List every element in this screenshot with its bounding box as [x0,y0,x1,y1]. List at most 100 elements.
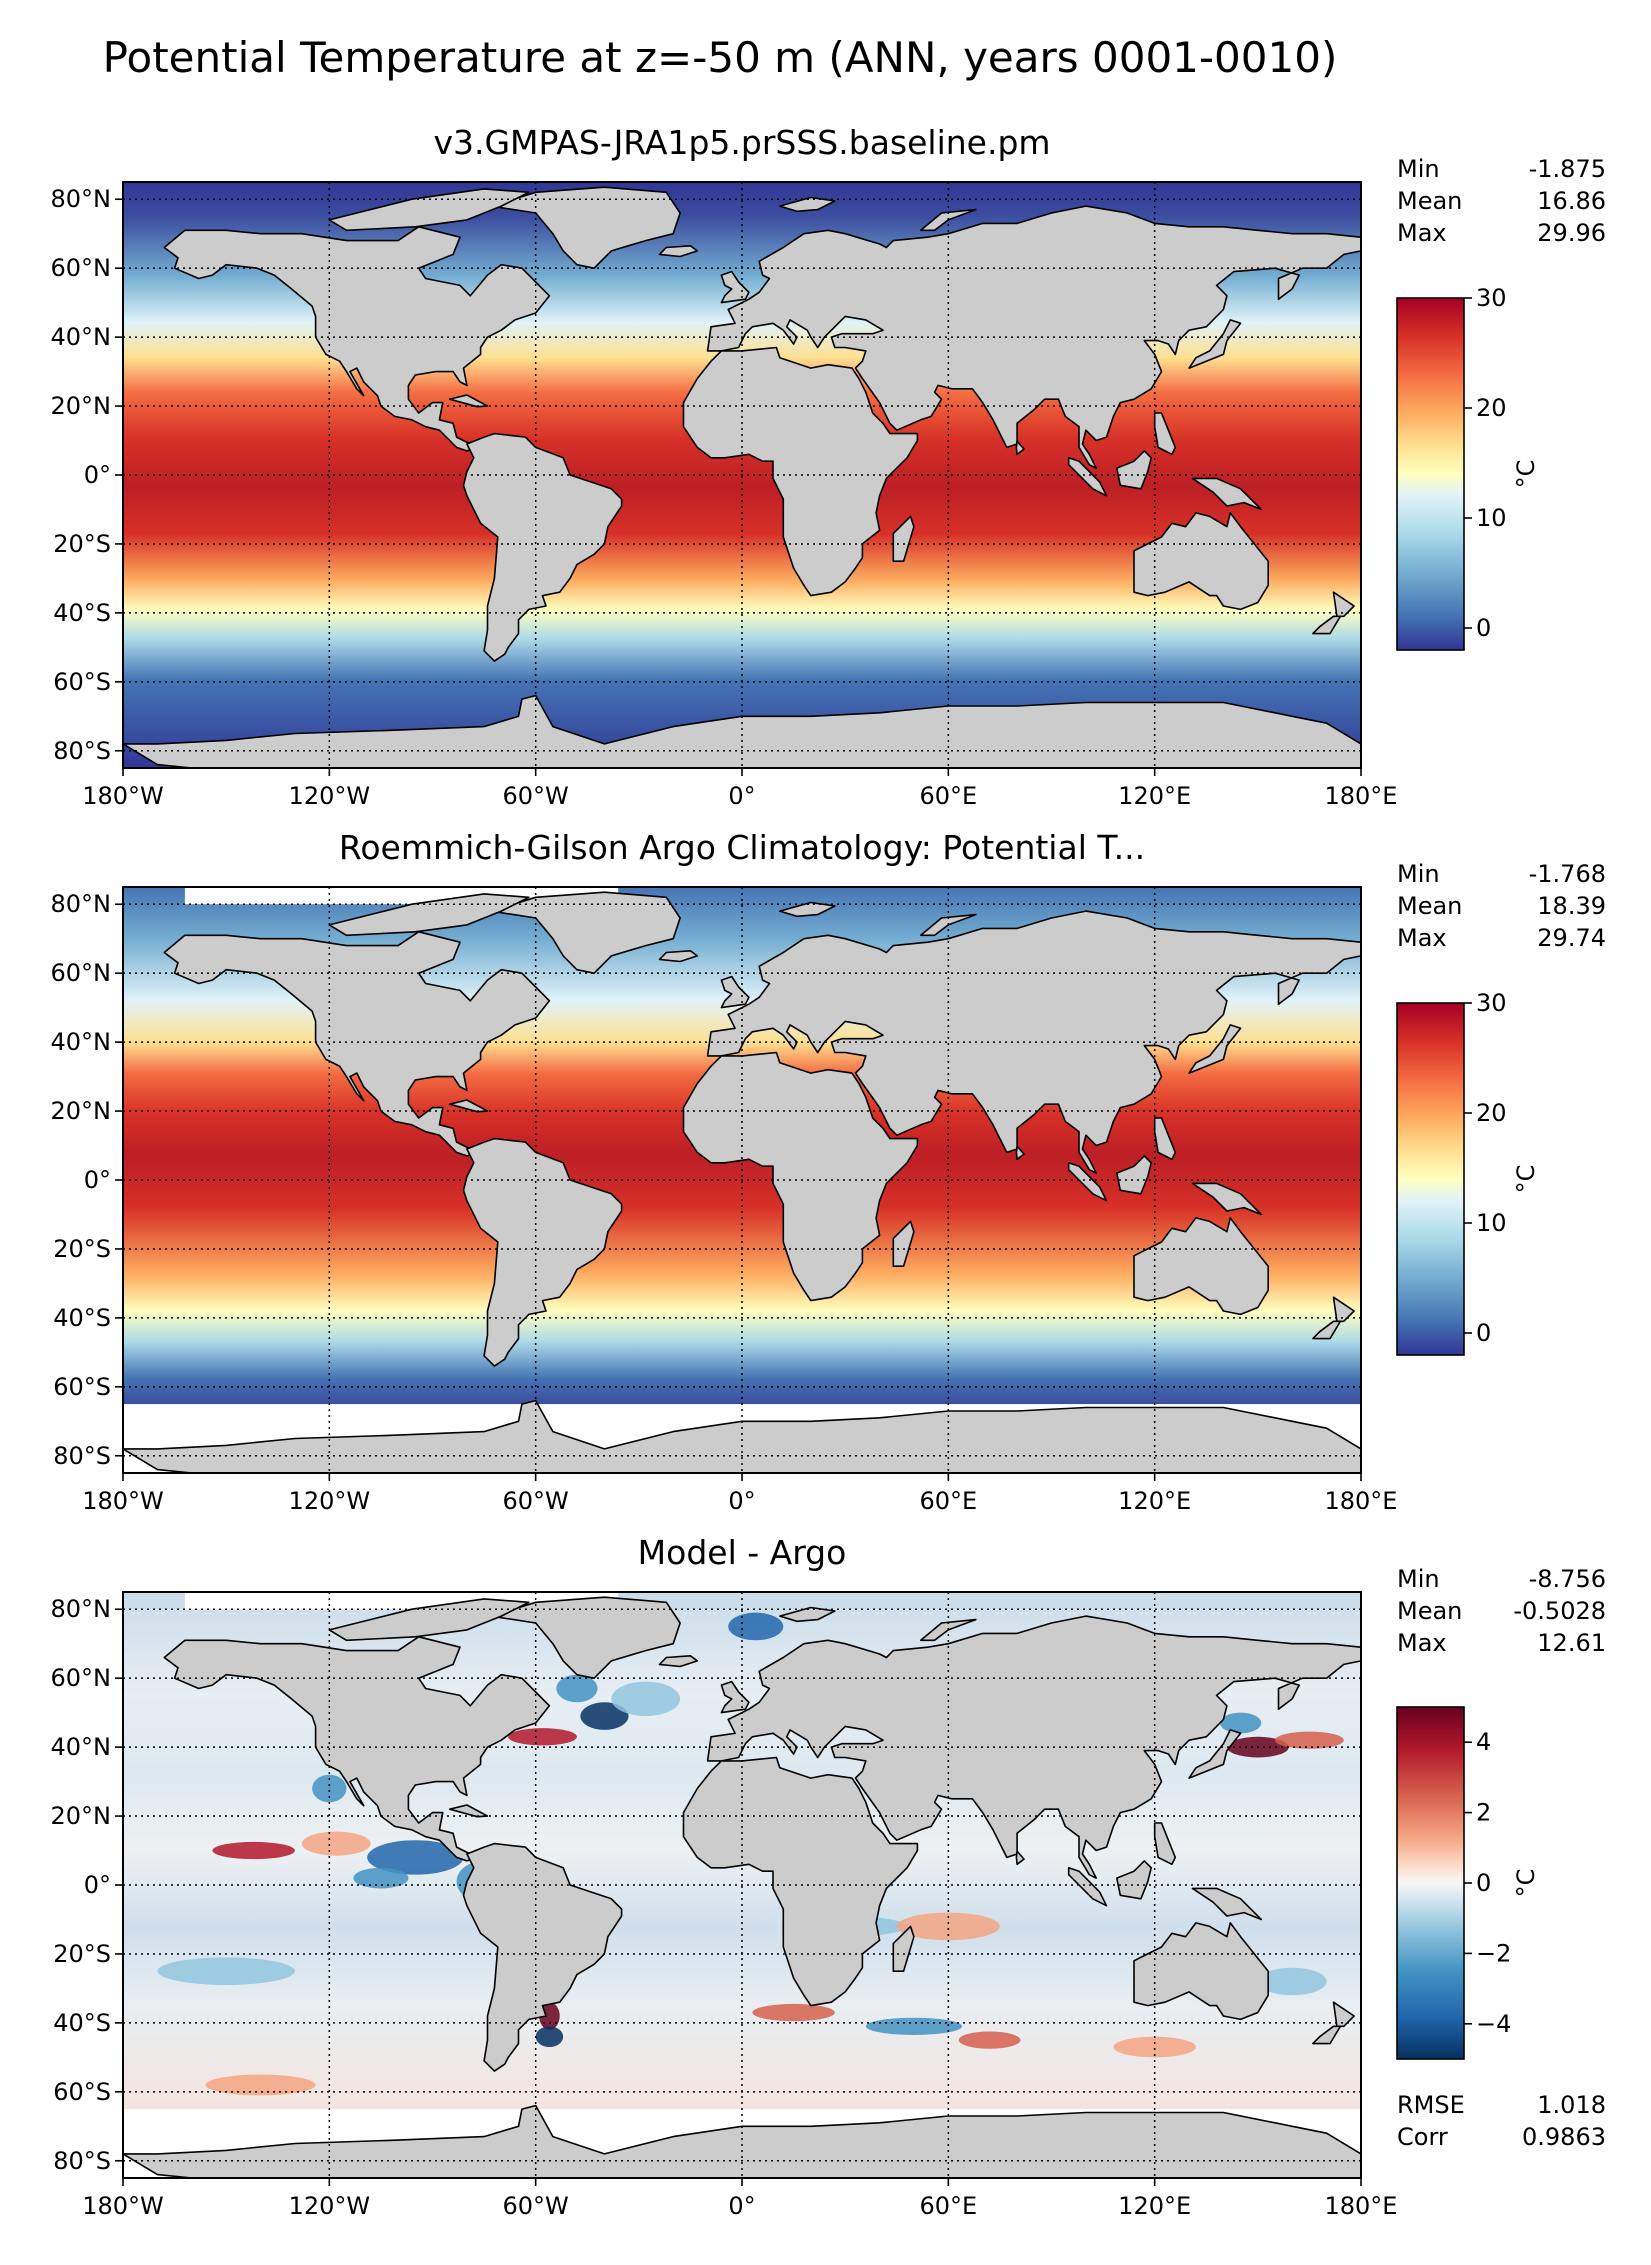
x-tick-label: 0° [728,782,755,810]
x-tick-label: 180°W [82,2192,164,2220]
colorbar: 0 10 20 30 °C [1396,989,1540,1356]
colorbar-tick-label: 30 [1476,284,1507,312]
figure-title: Potential Temperature at z=-50 m (ANN, y… [103,33,1338,82]
land-newZealandS [1312,615,1342,635]
land-uk [720,975,750,1009]
anomaly-1 [212,1841,295,1860]
land-eurasia [706,205,1362,469]
colorbar-units: °C [1512,1165,1540,1194]
land-antarctica [122,1399,1362,1474]
anomaly-8 [580,1702,629,1730]
anomaly-16 [535,2026,564,2048]
panels: v3.GMPAS-JRA1p5.prSSS.baseline.pm 80°N 60°… [51,123,1607,2220]
y-tick-label: 0° [84,1871,111,1899]
land-madagascar [892,515,915,562]
map-panel-1: v3.GMPAS-JRA1p5.prSSS.baseline.pm 80°N 60°… [51,123,1607,810]
panel-title: v3.GMPAS-JRA1p5.prSSS.baseline.pm [433,123,1050,162]
x-tick-label: 180°W [82,1487,164,1515]
land-borneo [1116,1155,1152,1195]
land-novayaZemlya [920,913,977,937]
land-novayaZemlya [920,1618,977,1642]
stat-value: -1.875 [1529,155,1606,183]
stat-label: Min [1397,1565,1440,1593]
land-madagascar [892,1925,915,1972]
stat-value: 29.74 [1537,924,1606,952]
colorbar-tick-label: 0 [1476,614,1491,642]
land-uk [720,1680,750,1714]
land-newZealandS [1312,1320,1342,1340]
y-tick-label: 40°S [53,1304,111,1332]
stat-label: RMSE [1397,2091,1465,2119]
anomaly-19 [958,2031,1021,2049]
land-cuba [448,1099,489,1113]
y-tick-label: 20°N [51,392,112,420]
land-sriLanka [1015,1850,1025,1866]
stat-label: Mean [1397,1597,1462,1625]
land-greenland [490,891,681,974]
land-cuba [448,394,489,408]
land-sumatra [1067,1867,1108,1907]
colorbar-tick-label: 2 [1476,1799,1491,1827]
panel-title: Roemmich-Gilson Argo Climatology: Potent… [339,828,1145,867]
land-philippines [1153,1117,1177,1161]
stat-value: 16.86 [1537,187,1606,215]
x-tick-label: 0° [728,1487,755,1515]
land-greenland [490,186,681,269]
x-tick-label: 120°W [289,2192,371,2220]
y-tick-label: 60°S [53,2078,111,2106]
land-newGuinea [1191,477,1263,511]
colorbar-tick-label: 4 [1476,1728,1491,1756]
stat-label: Corr [1397,2123,1448,2151]
colorbar-gradient [1396,297,1465,651]
stat-label: Max [1397,219,1447,247]
land-northAmerica [163,226,551,452]
land-africa [682,1756,919,2007]
map-panel-2: Roemmich-Gilson Argo Climatology: Potent… [51,828,1607,1515]
x-tick-label: 60°E [919,782,977,810]
anomaly-11 [728,1612,784,1641]
land-northAmerica [163,931,551,1157]
land-madagascar [892,1220,915,1267]
y-tick-label: 80°S [53,737,111,765]
stat-value: -8.756 [1529,1565,1606,1593]
y-tick-label: 20°S [53,1235,111,1263]
land-africa [682,346,919,597]
anomaly-9 [556,1674,598,1703]
x-tick-label: 120°E [1118,1487,1191,1515]
anomaly-18 [865,2017,963,2035]
x-tick-label: 60°W [503,2192,569,2220]
map-panel-3: Model - Argo 80°N 60°N 40°N 20°N 0° 20°S 40°S 60… [51,1533,1607,2220]
anomaly-20 [1113,2036,1196,2058]
y-tick-label: 60°N [51,254,112,282]
stat-value: 29.96 [1537,219,1606,247]
anomaly-14 [1220,1712,1262,1734]
anomaly-13 [1275,1731,1344,1749]
x-tick-label: 180°E [1325,2192,1398,2220]
y-tick-label: 40°N [51,323,112,351]
land-philippines [1153,412,1177,456]
colorbar-tick-label: −4 [1476,2010,1511,2038]
anomaly-21 [205,2074,316,2096]
stat-label: Min [1397,155,1440,183]
colorbar-gradient [1396,1706,1465,2060]
land-sriLanka [1015,440,1025,456]
x-tick-label: 60°W [503,1487,569,1515]
colorbar-tick-label: 10 [1476,504,1507,532]
colorbar-tick-label: 0 [1476,1319,1491,1347]
x-tick-label: 60°E [919,1487,977,1515]
land-australia [1133,1922,1269,2021]
x-tick-label: 60°E [919,2192,977,2220]
land-philippines [1153,1822,1177,1866]
y-tick-label: 40°N [51,1028,112,1056]
stat-value: 0.9863 [1522,2123,1606,2151]
y-tick-label: 80°S [53,2147,111,2175]
anomaly-17 [752,2003,835,2022]
y-tick-label: 80°N [51,185,112,213]
stat-value: 18.39 [1537,892,1606,920]
y-tick-label: 0° [84,1166,111,1194]
land-japan [1188,1729,1242,1779]
land-sriLanka [1015,1145,1025,1161]
anomaly-23 [896,1912,1000,1941]
x-tick-label: 0° [728,2192,755,2220]
y-tick-label: 80°N [51,1595,112,1623]
